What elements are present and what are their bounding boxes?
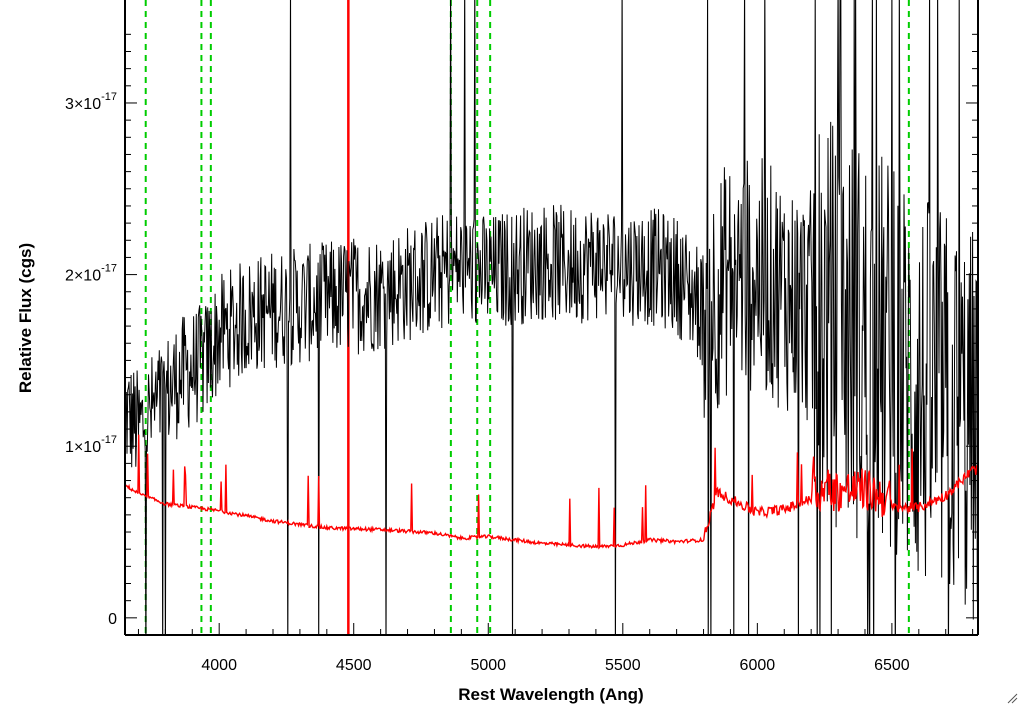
x-tick-label: 4000: [201, 657, 237, 674]
x-tick-label: 5500: [605, 657, 641, 674]
resize-grip-icon[interactable]: [1006, 692, 1018, 704]
plot-axes: [124, 0, 979, 636]
x-tick-label: 6500: [874, 657, 910, 674]
y-axis-ticks: 0 1×10-17 2×10-17 3×10-17: [65, 33, 978, 628]
x-tick-label: 5000: [470, 657, 506, 674]
y-tick-label: 2×10-17: [65, 263, 117, 285]
y-tick-label: 0: [108, 611, 117, 628]
y-tick-label: 1×10-17: [65, 434, 117, 456]
y-axis-title: Relative Flux (cgs): [16, 243, 35, 393]
x-axis-ticks: 4000 4500 5000 5500 6000 6500: [137, 623, 974, 674]
y-tick-label: 3×10-17: [65, 91, 117, 113]
spectrum-series: [125, 0, 978, 635]
model-spectrum-line: [125, 434, 978, 550]
x-tick-label: 4500: [336, 657, 372, 674]
x-tick-label: 6000: [740, 657, 776, 674]
x-axis-title: Rest Wavelength (Ang): [458, 685, 643, 704]
observed-spectrum-line: [125, 0, 978, 635]
